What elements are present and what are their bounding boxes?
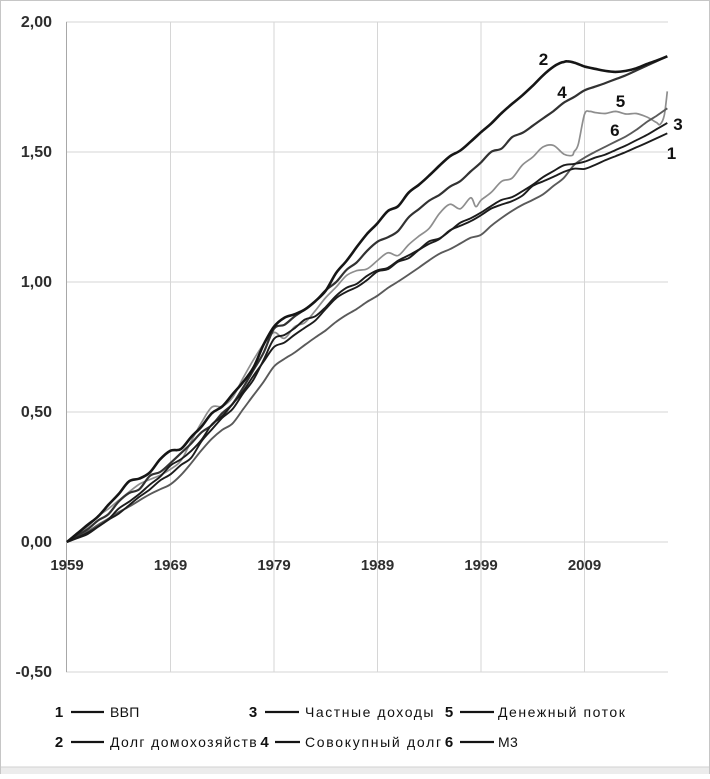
svg-text:1989: 1989 [361,557,394,574]
svg-text:5: 5 [445,704,453,721]
svg-text:1959: 1959 [50,557,83,574]
svg-text:3: 3 [673,115,682,134]
svg-text:1,50: 1,50 [21,144,52,161]
svg-text:2009: 2009 [568,557,601,574]
svg-text:1: 1 [667,144,676,163]
svg-text:6: 6 [445,734,453,751]
svg-text:4: 4 [260,734,269,751]
svg-text:1,00: 1,00 [21,274,52,291]
svg-text:1979: 1979 [257,557,290,574]
svg-text:Долг домохозяйств: Долг домохозяйств [110,734,258,750]
svg-text:2: 2 [55,734,63,751]
svg-text:Частные доходы: Частные доходы [305,704,435,720]
svg-text:1: 1 [55,704,63,721]
svg-text:-0,50: -0,50 [16,664,53,681]
svg-text:2: 2 [539,50,548,69]
svg-text:1999: 1999 [464,557,497,574]
svg-text:3: 3 [249,704,257,721]
svg-text:0,00: 0,00 [21,534,52,551]
svg-text:1969: 1969 [154,557,187,574]
svg-text:М3: М3 [498,734,518,750]
svg-text:0,50: 0,50 [21,404,52,421]
svg-text:Денежный поток: Денежный поток [498,704,626,720]
svg-text:2,00: 2,00 [21,14,52,31]
svg-text:Совокупный долг: Совокупный долг [305,734,443,750]
svg-text:6: 6 [610,121,619,140]
svg-text:4: 4 [557,83,567,102]
svg-text:5: 5 [616,92,625,111]
svg-text:ВВП: ВВП [110,704,140,720]
